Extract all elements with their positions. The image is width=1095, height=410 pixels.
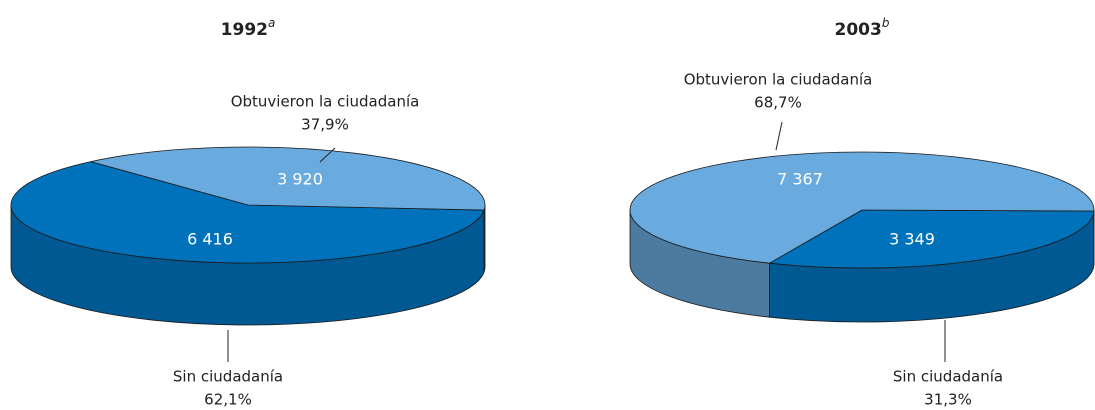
percent-label: 37,9% bbox=[301, 116, 349, 134]
pie-side bbox=[483, 204, 486, 273]
title-note: a bbox=[268, 16, 275, 30]
title-text: 2003 bbox=[835, 20, 882, 40]
pie-slice bbox=[768, 209, 1095, 269]
percent-label: 31,3% bbox=[924, 391, 972, 409]
chart-title: 2003b bbox=[835, 16, 890, 41]
percent-label: 68,7% bbox=[754, 94, 802, 112]
slice-label: Sin ciudadanía bbox=[173, 368, 283, 386]
pie-slice bbox=[10, 161, 485, 264]
slice-label: Obtuvieron la ciudadanía bbox=[231, 93, 420, 111]
value-label: 7 367 bbox=[777, 170, 823, 189]
leader-line bbox=[775, 121, 783, 151]
title-note: b bbox=[882, 16, 890, 30]
pie-slice bbox=[629, 151, 1095, 264]
value-label: 6 416 bbox=[187, 230, 233, 249]
pie-slice bbox=[90, 146, 486, 211]
slice-label: Obtuvieron la ciudadanía bbox=[684, 71, 873, 89]
value-label: 3 920 bbox=[277, 170, 323, 189]
slice-label: Sin ciudadanía bbox=[893, 368, 1003, 386]
chart-title: 1992a bbox=[221, 16, 276, 41]
value-label: 3 349 bbox=[889, 230, 935, 249]
title-text: 1992 bbox=[221, 20, 268, 40]
leader-line bbox=[319, 147, 336, 163]
percent-label: 62,1% bbox=[204, 391, 252, 409]
